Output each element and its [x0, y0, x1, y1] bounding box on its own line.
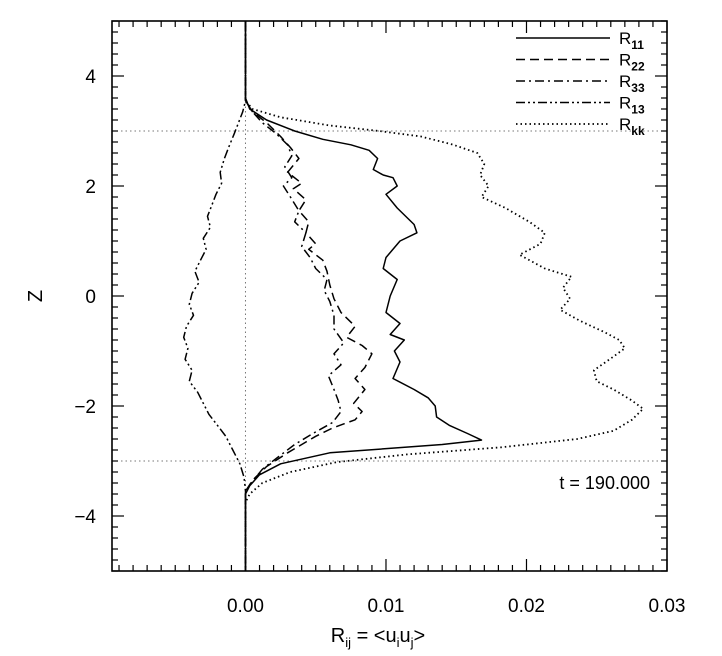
series-line-rkk — [244, 21, 644, 571]
y-tick-label: 4 — [85, 67, 96, 88]
y-tick-label: 2 — [85, 177, 96, 198]
x-label-rest: = <u — [351, 625, 397, 647]
x-label-main: R — [331, 625, 345, 647]
legend-label-r22: R22 — [619, 51, 645, 74]
series-layer — [182, 21, 644, 571]
x-label-sub3: j — [410, 635, 414, 650]
reference-lines — [112, 21, 667, 571]
time-annotation: t = 190.000 — [559, 473, 650, 493]
series-line-r33 — [244, 21, 345, 571]
x-axis-label: Rij = <uiuj> — [331, 625, 425, 650]
legend-label-r11: R11 — [619, 29, 644, 52]
legend-label-main: R — [619, 51, 631, 70]
x-tick-label: 0.00 — [227, 596, 264, 617]
series-line-r11 — [244, 21, 483, 571]
x-label-sub2: i — [397, 635, 400, 650]
x-tick-label: 0.03 — [649, 596, 686, 617]
legend-label-rkk: Rkk — [619, 115, 645, 138]
legend-label-sub: kk — [631, 124, 645, 138]
legend-label-sub: 11 — [631, 38, 644, 52]
y-tick-label: −2 — [74, 397, 96, 418]
legend-label-sub: 22 — [631, 60, 645, 74]
legend-label-main: R — [619, 115, 631, 134]
series-line-r22 — [244, 21, 373, 571]
legend-label-r13: R13 — [619, 94, 645, 117]
legend-label-r33: R33 — [619, 72, 645, 95]
tick-labels: 0.00 0.01 0.02 0.03 −4 −2 0 2 4 — [74, 67, 685, 617]
legend-label-sub: 33 — [631, 81, 645, 95]
x-tick-label: 0.01 — [367, 596, 404, 617]
y-tick-label: 0 — [85, 287, 96, 308]
x-label-sub: ij — [345, 635, 351, 650]
legend-label-sub: 13 — [631, 103, 645, 117]
x-label-mid: u — [400, 625, 411, 647]
tick-marks — [112, 20, 668, 572]
y-tick-label: −4 — [74, 507, 96, 528]
x-tick-label: 0.02 — [508, 596, 545, 617]
x-label-end: > — [414, 625, 426, 647]
legend-label-main: R — [619, 94, 631, 113]
legend-label-main: R — [619, 72, 631, 91]
legend-label-main: R — [619, 29, 631, 48]
y-axis-label: Z — [25, 290, 47, 302]
series-line-r13 — [182, 21, 247, 571]
